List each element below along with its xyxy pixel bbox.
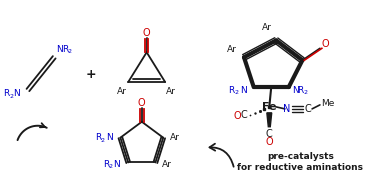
Text: 2: 2 xyxy=(68,49,72,54)
Text: Ar: Ar xyxy=(228,45,237,54)
Polygon shape xyxy=(267,113,272,127)
Text: 2: 2 xyxy=(101,138,105,143)
Text: +: + xyxy=(86,68,96,81)
Text: R: R xyxy=(103,160,109,169)
Text: 2: 2 xyxy=(304,90,307,95)
Text: R: R xyxy=(95,133,101,142)
Text: N: N xyxy=(13,89,20,98)
Text: R: R xyxy=(62,45,68,54)
Text: C: C xyxy=(241,110,247,120)
Text: C: C xyxy=(305,104,311,114)
Text: Me: Me xyxy=(321,99,335,108)
Text: Ar: Ar xyxy=(118,86,127,95)
Text: O: O xyxy=(265,137,273,147)
Text: R: R xyxy=(4,89,10,98)
Text: N: N xyxy=(106,133,113,142)
Text: 2: 2 xyxy=(234,90,238,95)
Text: R: R xyxy=(297,86,304,95)
Text: pre-catalysts: pre-catalysts xyxy=(267,152,334,161)
Text: O: O xyxy=(143,29,150,38)
Text: N: N xyxy=(56,45,63,54)
Text: C: C xyxy=(266,129,273,139)
Text: Ar: Ar xyxy=(166,86,176,95)
Text: Fe: Fe xyxy=(262,102,277,112)
Text: O: O xyxy=(138,98,146,108)
Text: for reductive aminations: for reductive aminations xyxy=(237,163,363,172)
FancyArrowPatch shape xyxy=(209,144,234,167)
Text: Ar: Ar xyxy=(170,133,180,142)
Text: R: R xyxy=(228,86,235,95)
Text: Ar: Ar xyxy=(162,160,172,169)
Text: 2: 2 xyxy=(9,94,14,99)
Text: N: N xyxy=(283,104,291,114)
Text: O: O xyxy=(233,111,241,121)
Text: N: N xyxy=(292,86,298,95)
Text: Ar: Ar xyxy=(262,23,271,32)
Text: O: O xyxy=(322,39,330,49)
Text: N: N xyxy=(113,160,120,169)
Text: N: N xyxy=(240,86,247,95)
Text: 2: 2 xyxy=(109,164,113,169)
